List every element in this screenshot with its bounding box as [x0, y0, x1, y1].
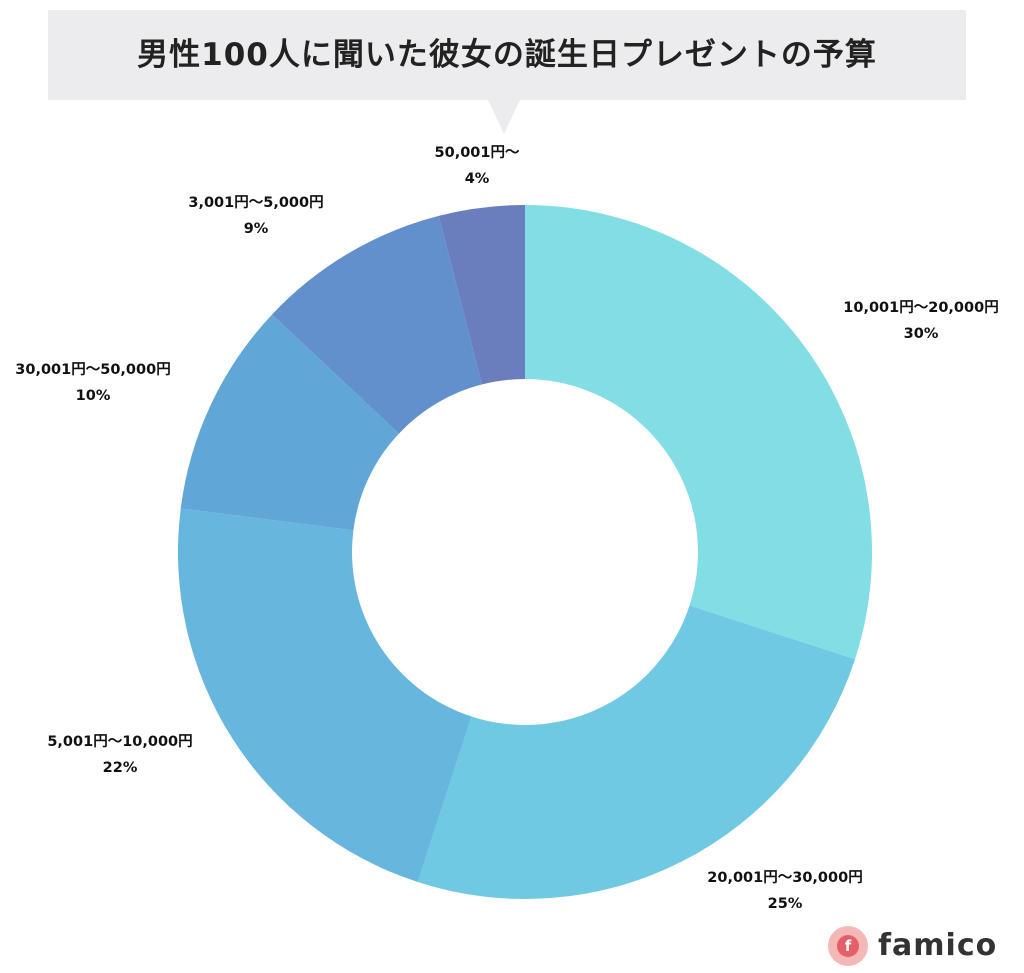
famico-logo-icon: f [828, 926, 868, 966]
slice-3 [178, 508, 472, 883]
slice-category-label: 10,001円〜20,000円 [843, 299, 998, 316]
slice-2 [417, 605, 856, 899]
chart-title: 男性100人に聞いた彼女の誕生日プレゼントの予算 [137, 37, 877, 73]
slice-category-label: 30,001円〜50,000円 [15, 361, 170, 378]
slice-percent-label: 9% [244, 221, 269, 237]
slice-percent-label: 25% [768, 896, 803, 912]
slice-category-label: 3,001円〜5,000円 [188, 194, 323, 211]
logo-text: famico [878, 928, 998, 963]
slice-4 [180, 314, 399, 531]
chart-slices [178, 205, 872, 899]
slice-category-label: 20,001円〜30,000円 [707, 869, 862, 886]
slice-percent-label: 22% [103, 760, 138, 776]
chart-labels: 10,001円〜20,000円 30% 20,001円〜30,000円 25% 5,00… [15, 144, 998, 912]
slice-category-label: 50,001円〜 [435, 144, 520, 161]
title-pointer [488, 100, 520, 134]
slice-percent-label: 4% [465, 171, 490, 187]
slice-percent-label: 30% [904, 326, 939, 342]
slice-category-label: 5,001円〜10,000円 [47, 733, 192, 750]
slice-1 [525, 205, 872, 660]
famico-logo: f famico [828, 924, 998, 970]
slice-5 [272, 215, 482, 434]
slice-percent-label: 10% [76, 388, 111, 404]
title-banner: 男性100人に聞いた彼女の誕生日プレゼントの予算 [48, 10, 966, 100]
slice-6 [438, 205, 525, 385]
